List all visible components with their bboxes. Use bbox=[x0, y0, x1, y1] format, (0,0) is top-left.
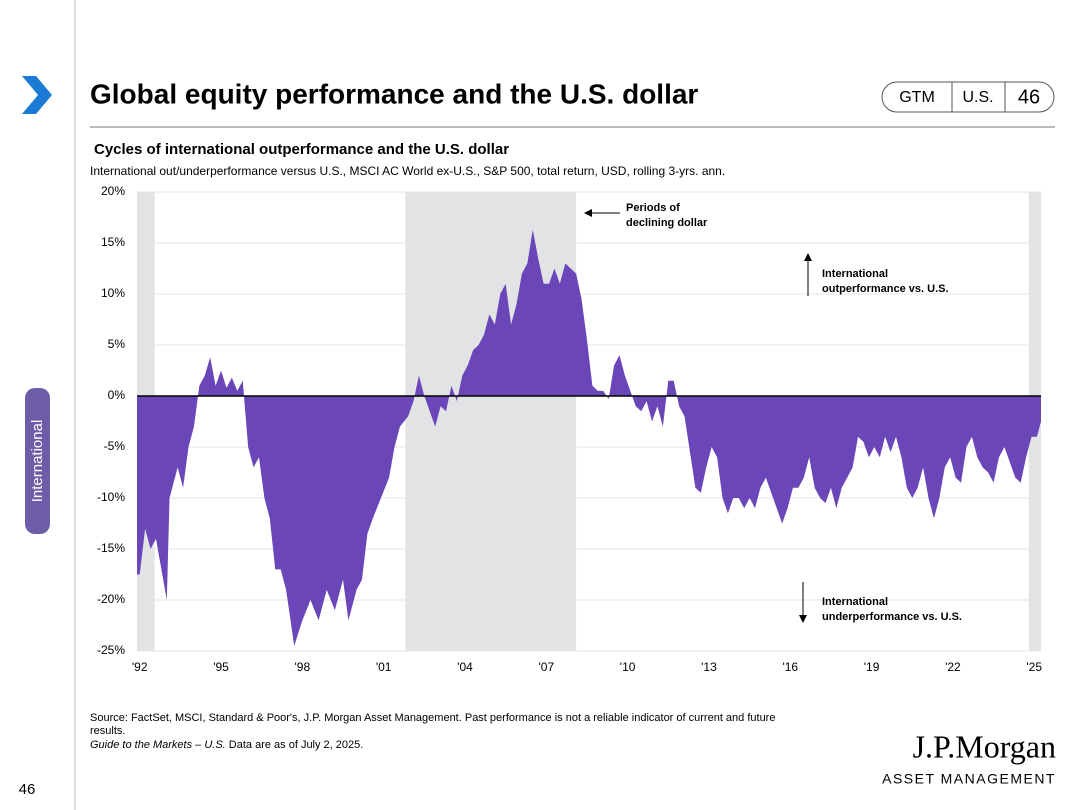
as-of-date: Data are as of July 2, 2025. bbox=[226, 739, 364, 751]
y-tick-label: -5% bbox=[104, 439, 126, 453]
y-tick-label: 5% bbox=[108, 337, 126, 351]
source: Source: FactSet, MSCI, Standard & Poor's… bbox=[90, 712, 775, 724]
annotation: underperformance vs. U.S. bbox=[822, 611, 962, 623]
page-number: 46 bbox=[19, 781, 36, 798]
x-tick-label: '16 bbox=[782, 660, 798, 674]
arrowhead bbox=[584, 209, 592, 217]
arrowhead bbox=[799, 615, 807, 623]
side-tab bbox=[25, 388, 50, 534]
x-tick-label: '04 bbox=[457, 660, 473, 674]
y-tick-label: 0% bbox=[108, 388, 126, 402]
source: results. bbox=[90, 725, 125, 737]
badge bbox=[881, 81, 1055, 113]
y-tick-label: -20% bbox=[97, 592, 125, 606]
y-tick-label: -10% bbox=[97, 490, 125, 504]
annotation: outperformance vs. U.S. bbox=[822, 283, 949, 295]
x-tick-label: '13 bbox=[701, 660, 717, 674]
area bbox=[137, 229, 1041, 646]
x-tick-label: '10 bbox=[620, 660, 636, 674]
x-tick-label: '25 bbox=[1026, 660, 1042, 674]
arrowhead bbox=[804, 253, 812, 261]
y-tick-label: 20% bbox=[101, 184, 125, 198]
y-tick-label: 10% bbox=[101, 286, 125, 300]
annotation: Periods of bbox=[626, 202, 680, 214]
logo: J.P.Morgan bbox=[913, 728, 1056, 764]
plot: -25% -20% -15% -10% -5% 0% 5% 10% 15% 20% '92 '95 '9… bbox=[97, 184, 1042, 674]
badge-text: GTM bbox=[899, 89, 935, 106]
badge-text: 46 bbox=[1018, 86, 1040, 108]
x-tick-label: '07 bbox=[538, 660, 554, 674]
guide: Guide to the Markets – U.S. bbox=[90, 739, 226, 751]
slide-title: Global equity performance and the U.S. d… bbox=[90, 78, 698, 109]
x-tick-label: '92 bbox=[132, 660, 148, 674]
chart-subtitle: International out/underperformance versu… bbox=[90, 164, 725, 178]
x-tick-label: '22 bbox=[945, 660, 961, 674]
y-tick-label: -15% bbox=[97, 541, 125, 555]
x-tick-label: '95 bbox=[213, 660, 229, 674]
y-tick-label: 15% bbox=[101, 235, 125, 249]
x-tick-label: '01 bbox=[376, 660, 392, 674]
annotation: International bbox=[822, 596, 888, 608]
y-tick-label: -25% bbox=[97, 643, 125, 657]
chevron-icon bbox=[22, 76, 52, 114]
chart-title: Cycles of international outperformance a… bbox=[94, 141, 509, 158]
as-of: Guide to the Markets – U.S. Data are as … bbox=[90, 739, 363, 751]
badge-text: U.S. bbox=[962, 89, 993, 106]
logo-sub: ASSET MANAGEMENT bbox=[882, 771, 1056, 787]
x-tick-label: '19 bbox=[864, 660, 880, 674]
side-tab-label: International bbox=[29, 420, 46, 503]
annotation: International bbox=[822, 268, 888, 280]
annotation: declining dollar bbox=[626, 217, 708, 229]
shaded-period bbox=[405, 192, 577, 651]
x-tick-label: '98 bbox=[295, 660, 311, 674]
